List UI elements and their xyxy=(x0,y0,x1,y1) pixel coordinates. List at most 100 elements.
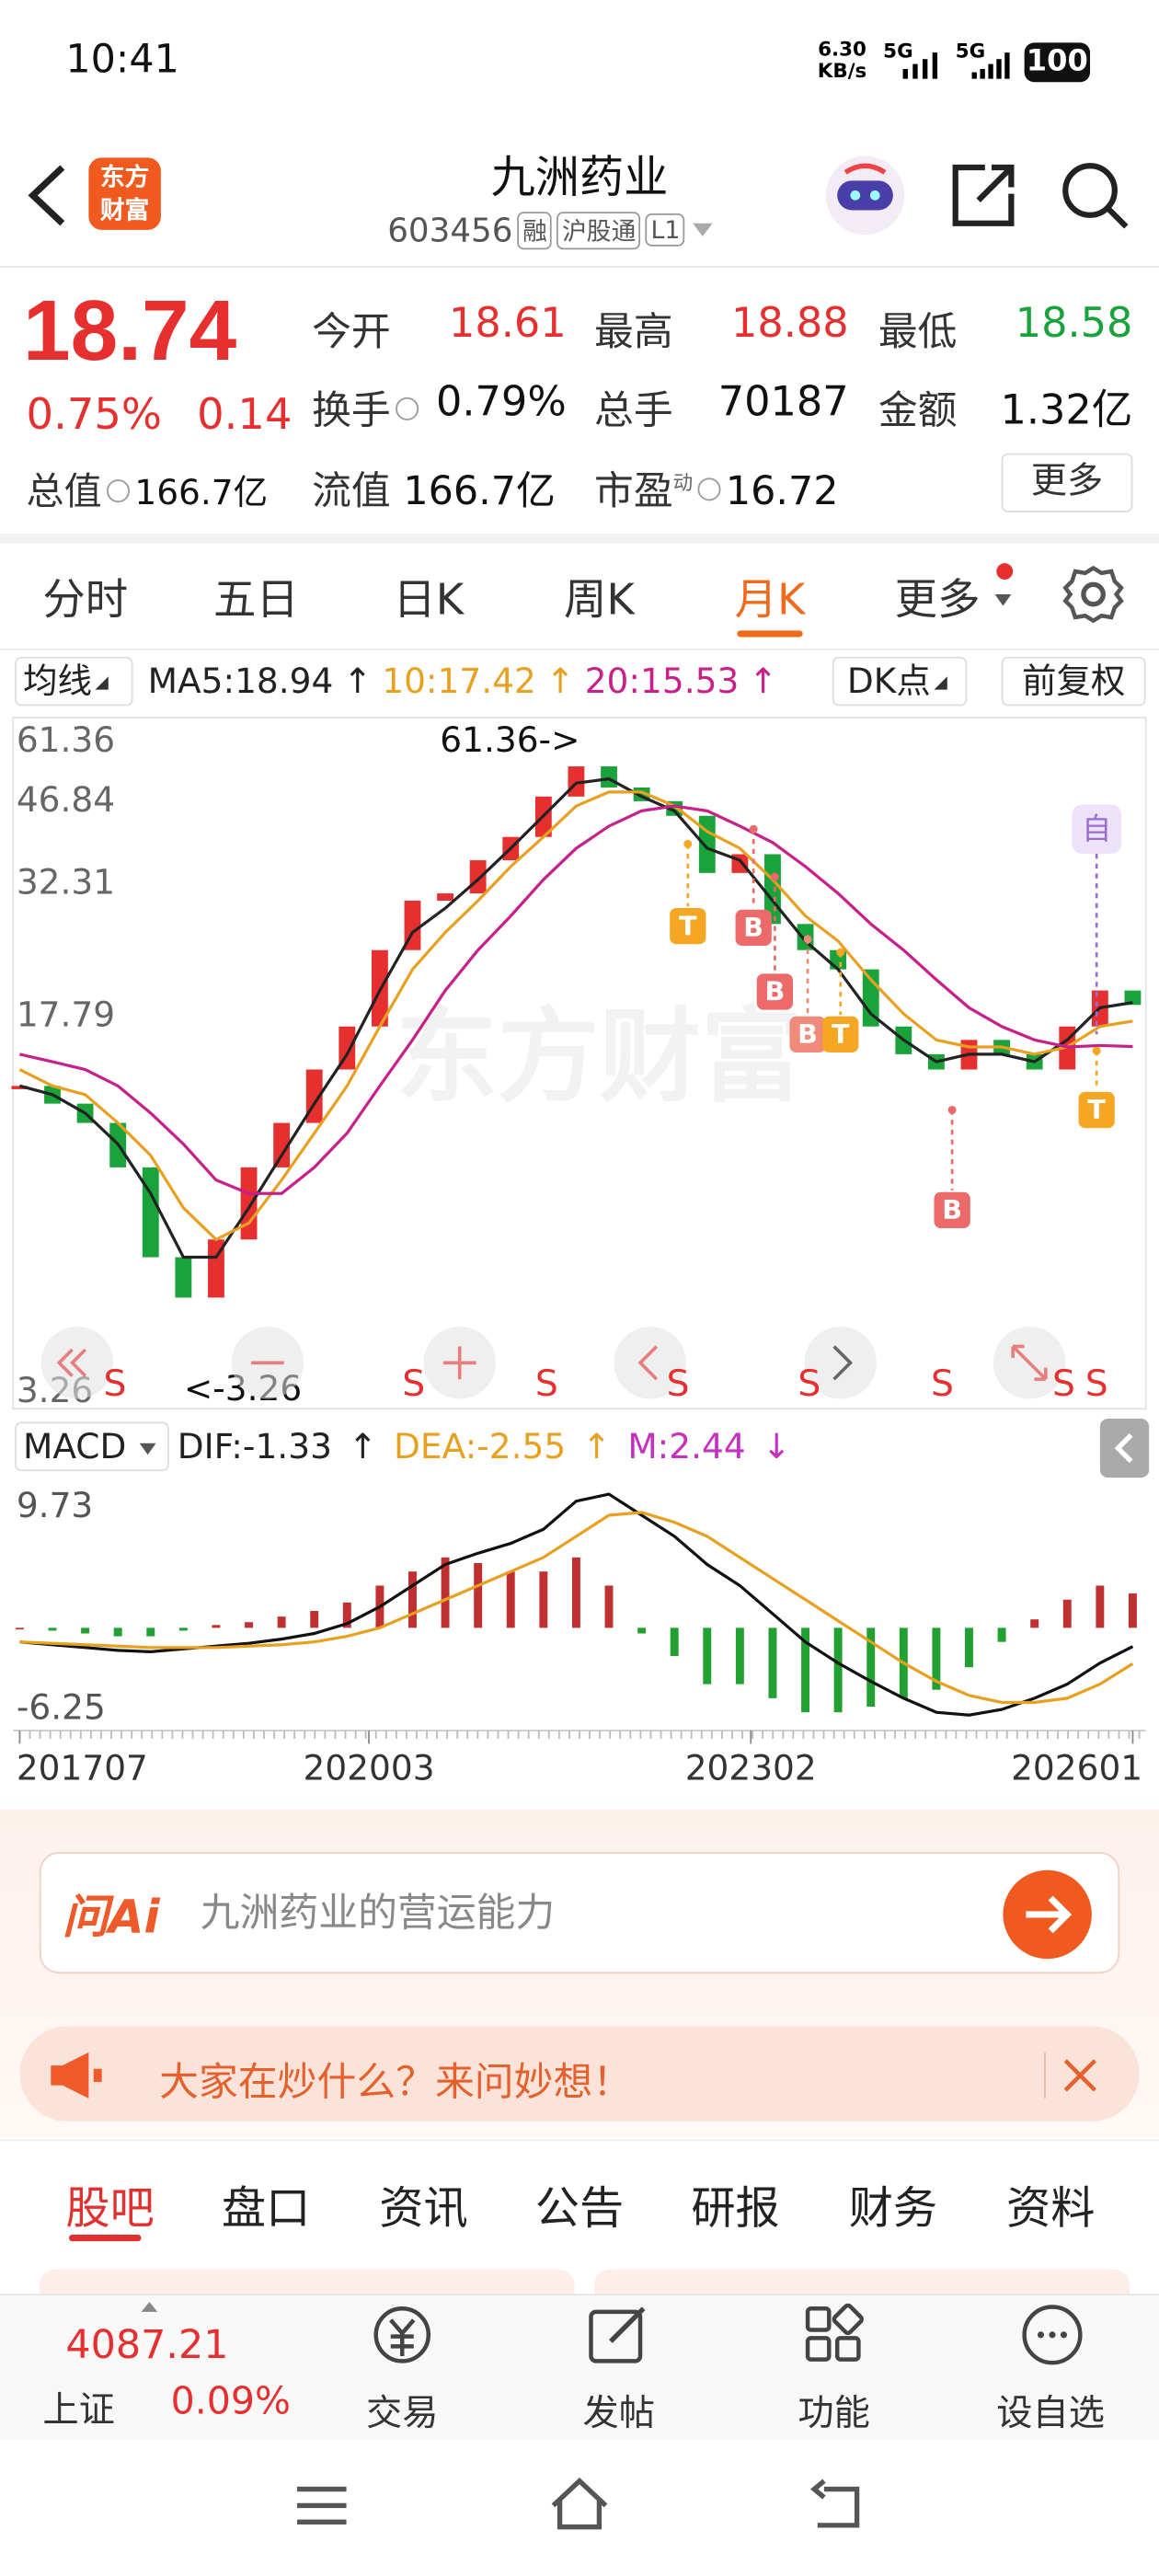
banner[interactable] xyxy=(19,2026,1140,2122)
net-label: 5G xyxy=(955,39,986,63)
info-icon[interactable] xyxy=(396,397,419,420)
macd-bar xyxy=(15,1627,24,1630)
collapse-tab[interactable] xyxy=(1099,1418,1150,1478)
y-tick-label: -6.25 xyxy=(17,1686,106,1727)
signal-dot xyxy=(947,1105,957,1114)
legend-arrow: ↑ xyxy=(749,661,778,702)
info-icon[interactable] xyxy=(107,478,130,502)
section-tab[interactable]: 财务 xyxy=(848,2183,938,2235)
x-tick-label: 201707 xyxy=(17,1747,148,1788)
sell-signal: S xyxy=(103,1363,126,1405)
x-tick-label: 202302 xyxy=(685,1747,817,1788)
dropdown-icon[interactable] xyxy=(690,220,717,239)
assistant-avatar[interactable] xyxy=(822,153,908,238)
watchlist-icon[interactable] xyxy=(1018,2302,1087,2367)
field: 流值 166.7亿 xyxy=(312,458,556,515)
field-label: 金额 xyxy=(878,387,958,434)
macd-bar xyxy=(539,1571,548,1628)
footer-action[interactable]: 发帖 xyxy=(582,2394,656,2435)
ma-selector[interactable]: 均线 xyxy=(15,656,133,707)
dropdown-icon xyxy=(139,1443,155,1455)
legend-arrow: ↑ xyxy=(545,661,575,702)
indicator-selector[interactable]: MACD xyxy=(15,1421,169,1472)
adjust-button[interactable]: 前复权 xyxy=(1001,656,1146,707)
signal-dot xyxy=(749,824,758,834)
ma-line xyxy=(19,804,1133,1195)
ai-send[interactable] xyxy=(1002,1869,1094,1961)
candle xyxy=(175,1257,192,1298)
section-tab-active[interactable]: 股吧 xyxy=(65,2183,155,2235)
tag: L1 xyxy=(646,213,685,247)
macd-bar xyxy=(571,1557,580,1628)
chart-control[interactable] xyxy=(40,1327,114,1399)
period-tab[interactable]: 周K xyxy=(563,576,635,626)
back-nav-button[interactable] xyxy=(808,2476,866,2535)
active-underline xyxy=(68,2234,142,2242)
home-button[interactable] xyxy=(546,2473,612,2536)
macd-bar xyxy=(48,1627,57,1631)
signal-dot xyxy=(683,839,693,848)
candle xyxy=(698,815,716,873)
close-button[interactable] xyxy=(1061,2055,1100,2095)
field-label: 市盈 xyxy=(594,467,673,514)
ai-input[interactable] xyxy=(39,1852,1120,1974)
share-button[interactable] xyxy=(949,157,1022,230)
ma-selector-text: 均线 xyxy=(22,661,92,702)
candle xyxy=(240,1167,258,1240)
section-tab[interactable]: 盘口 xyxy=(221,2183,311,2235)
field-sup: 动 xyxy=(672,471,694,495)
field-label: 最高 xyxy=(594,308,673,355)
candle xyxy=(11,1086,29,1089)
chart-control[interactable] xyxy=(614,1327,687,1399)
y-tick-label: 32.31 xyxy=(17,862,115,903)
search-button[interactable] xyxy=(1057,157,1132,233)
trade-icon[interactable] xyxy=(368,2302,437,2367)
more-button[interactable]: 更多 xyxy=(1001,453,1133,512)
macd-bar xyxy=(277,1616,286,1628)
control-icon xyxy=(637,1345,659,1381)
macd-bar xyxy=(1030,1619,1039,1628)
sell-signal: S xyxy=(1085,1363,1108,1405)
dropdown-icon xyxy=(95,676,109,690)
macd-bar xyxy=(441,1557,450,1628)
period-tab-active[interactable]: 月K xyxy=(734,576,806,626)
candle xyxy=(1124,990,1142,1006)
footer-action[interactable]: 设自选 xyxy=(996,2394,1106,2435)
period-tab[interactable]: 更多 xyxy=(894,576,981,626)
macd-bar xyxy=(735,1627,744,1685)
divider xyxy=(1044,2052,1046,2099)
section-tab[interactable]: 资料 xyxy=(1006,2183,1096,2235)
ai-placeholder: 九洲药业的营运能力 xyxy=(200,1890,556,1937)
up-indicator xyxy=(141,2302,158,2312)
field-label-text: 换手 xyxy=(312,387,391,434)
dk-button[interactable]: DK点 xyxy=(832,656,968,707)
section-tab[interactable]: 研报 xyxy=(691,2183,780,2235)
sell-signal: S xyxy=(667,1363,690,1405)
function-icon[interactable] xyxy=(801,2302,870,2367)
info-icon[interactable] xyxy=(697,477,721,501)
settings-button[interactable] xyxy=(1061,561,1126,627)
footer-action[interactable]: 交易 xyxy=(365,2394,439,2435)
back-button[interactable] xyxy=(23,161,73,230)
change-pct: 0.75% xyxy=(26,390,162,441)
period-tab[interactable]: 五日 xyxy=(212,576,299,626)
footer-action[interactable]: 功能 xyxy=(798,2394,870,2435)
field-value: 18.88 xyxy=(730,298,849,347)
ma-line xyxy=(18,790,1133,1242)
candle xyxy=(273,1122,291,1167)
period-tab[interactable]: 分时 xyxy=(42,576,129,626)
signal-text: B xyxy=(798,1018,818,1050)
signal-dot xyxy=(770,872,779,881)
post-icon[interactable] xyxy=(584,2302,653,2367)
section-tab[interactable]: 公告 xyxy=(534,2183,625,2235)
period-tab[interactable]: 日K xyxy=(393,576,465,626)
legend-text: 10:17.42 xyxy=(382,661,536,702)
section-tab[interactable]: 资讯 xyxy=(379,2183,468,2235)
menu-button[interactable] xyxy=(293,2476,351,2535)
y-tick-label: 17.79 xyxy=(17,994,115,1034)
index-value[interactable]: 4087.21 xyxy=(65,2321,229,2368)
chart-control[interactable] xyxy=(804,1327,878,1399)
macd-bar xyxy=(703,1627,712,1685)
peak-label: 61.36-> xyxy=(440,719,580,760)
more-indicator xyxy=(994,563,1014,606)
